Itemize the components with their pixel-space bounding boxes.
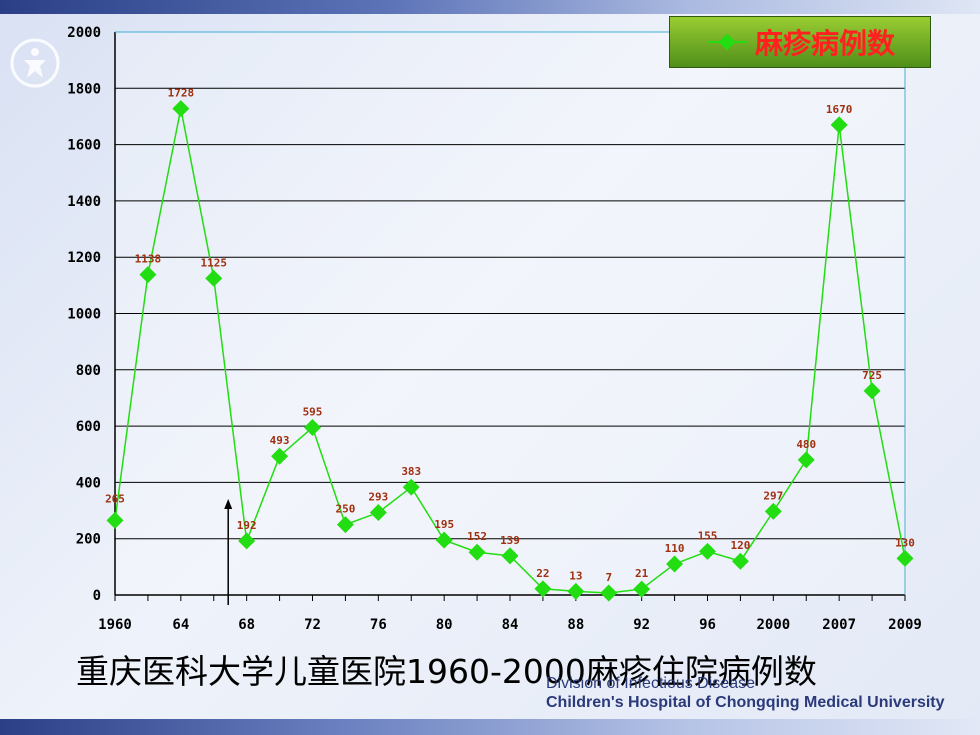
chart-legend: 麻疹病例数 <box>669 16 931 68</box>
data-label: 21 <box>635 567 649 580</box>
legend-marker-icon <box>706 33 747 51</box>
data-point <box>402 478 420 496</box>
x-tick-label: 64 <box>172 617 189 633</box>
x-tick-label: 76 <box>370 617 387 633</box>
data-point <box>501 547 519 565</box>
data-label: 383 <box>401 465 421 478</box>
y-tick-label: 1800 <box>67 81 101 97</box>
data-label: 7 <box>605 571 612 584</box>
hospital-logo-icon <box>10 38 60 88</box>
data-point <box>238 532 256 550</box>
data-label: 297 <box>763 489 783 502</box>
data-label: 493 <box>270 434 290 447</box>
y-tick-label: 600 <box>76 419 101 435</box>
data-point <box>468 543 486 561</box>
data-point <box>534 580 552 598</box>
x-tick-label: 88 <box>567 617 584 633</box>
annotation-arrow-head <box>224 499 233 509</box>
data-point <box>633 580 651 598</box>
data-point <box>797 451 815 469</box>
y-tick-label: 1200 <box>67 250 101 266</box>
data-point <box>369 504 387 522</box>
y-tick-label: 1000 <box>67 307 101 323</box>
bottom-band <box>0 719 980 735</box>
data-label: 480 <box>796 438 816 451</box>
data-label: 13 <box>569 569 582 582</box>
data-label: 152 <box>467 530 487 543</box>
data-point <box>139 266 157 284</box>
data-label: 130 <box>895 536 915 549</box>
x-tick-label: 2009 <box>888 617 922 633</box>
data-label: 139 <box>500 534 520 547</box>
data-point <box>271 447 289 465</box>
series-line <box>114 108 906 594</box>
y-tick-label: 2000 <box>67 25 101 41</box>
chart-caption: 重庆医科大学儿童医院1960-2000麻疹住院病例数 <box>76 652 817 691</box>
data-label: 192 <box>237 519 257 532</box>
y-tick-label: 0 <box>93 588 101 604</box>
x-tick-label: 2000 <box>756 617 790 633</box>
data-point <box>435 531 453 549</box>
data-point <box>172 100 190 118</box>
data-label: 22 <box>536 567 549 580</box>
data-label: 155 <box>698 529 718 542</box>
data-label: 595 <box>303 406 323 419</box>
data-label: 110 <box>665 542 685 555</box>
x-tick-label: 68 <box>238 617 255 633</box>
y-tick-label: 1400 <box>67 194 101 210</box>
data-point <box>666 555 684 573</box>
x-tick-label: 80 <box>436 617 453 633</box>
data-point <box>336 516 354 534</box>
x-tick-label: 84 <box>502 617 519 633</box>
x-tick-label: 92 <box>633 617 650 633</box>
plot-area <box>115 32 907 597</box>
data-label: 1670 <box>826 103 853 116</box>
data-label: 120 <box>730 539 750 552</box>
data-point <box>304 419 321 436</box>
data-point <box>567 582 585 600</box>
y-tick-label: 200 <box>76 532 101 548</box>
data-point <box>731 552 749 570</box>
top-band <box>0 0 980 14</box>
data-point <box>764 502 782 520</box>
data-label: 725 <box>862 369 882 382</box>
data-label: 1728 <box>168 87 195 100</box>
data-point <box>896 549 914 567</box>
y-tick-label: 400 <box>76 475 101 491</box>
data-point <box>205 269 223 287</box>
data-label: 250 <box>335 503 355 516</box>
data-point <box>600 584 618 602</box>
data-point <box>106 511 124 529</box>
y-tick-label: 800 <box>76 363 101 379</box>
data-label: 195 <box>434 518 454 531</box>
y-tick-label: 1600 <box>67 138 101 154</box>
data-label: 293 <box>368 491 388 504</box>
legend-label: 麻疹病例数 <box>754 27 895 60</box>
department-text: Division of Infectious Disease <box>546 675 755 692</box>
hospital-name: Children's Hospital of Chongqing Medical… <box>546 694 945 711</box>
x-tick-label: 2007 <box>822 617 856 633</box>
data-label: 265 <box>105 492 125 505</box>
data-label: 1125 <box>201 256 228 269</box>
x-tick-label: 1960 <box>98 617 132 633</box>
data-point <box>699 542 716 560</box>
data-point <box>863 382 881 400</box>
x-tick-label: 72 <box>304 617 321 633</box>
data-point <box>830 116 848 134</box>
x-tick-label: 96 <box>699 617 716 633</box>
data-label: 1138 <box>135 253 162 266</box>
